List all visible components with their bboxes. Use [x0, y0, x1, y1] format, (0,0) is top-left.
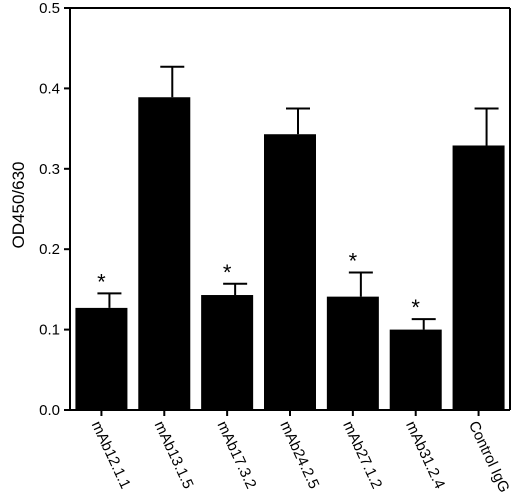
category-label: mAb12.1.1 — [88, 419, 134, 492]
bar — [326, 296, 379, 410]
bar — [201, 295, 254, 410]
y-axis-title: OD450/630 — [9, 162, 28, 249]
y-tick-label: 0.0 — [39, 402, 60, 419]
y-tick-label: 0.5 — [39, 0, 60, 17]
y-tick-label: 0.3 — [39, 161, 60, 178]
category-label: Control IgG — [465, 419, 513, 495]
category-label: mAb24.2.5 — [276, 419, 322, 492]
significance-marker: * — [411, 295, 420, 320]
bar — [264, 134, 316, 410]
bar — [75, 307, 128, 410]
category-label: mAb27.1.2 — [339, 419, 385, 492]
bar — [138, 97, 191, 410]
significance-marker: * — [97, 269, 106, 294]
y-tick-label: 0.2 — [39, 241, 60, 258]
bar — [452, 145, 505, 410]
significance-marker: * — [349, 249, 358, 274]
y-tick-label: 0.4 — [39, 80, 60, 97]
significance-marker: * — [223, 260, 232, 285]
category-label: mAb17.3.2 — [214, 419, 260, 492]
category-label: mAb13.1.5 — [151, 419, 197, 492]
y-tick-label: 0.1 — [39, 322, 60, 339]
category-label: mAb31.2.4 — [402, 419, 448, 492]
bar — [389, 329, 442, 410]
